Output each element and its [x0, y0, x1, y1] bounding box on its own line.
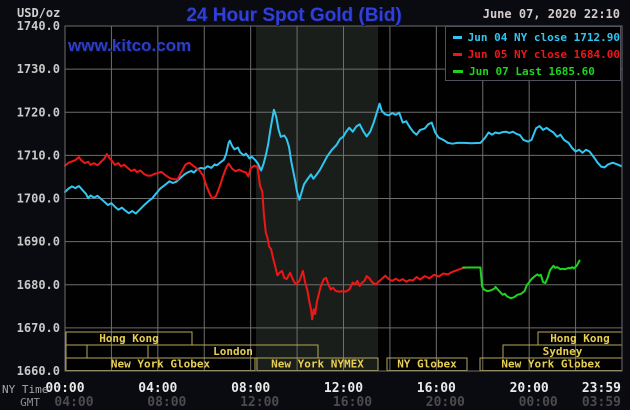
- series-jun07-line: [462, 259, 581, 300]
- legend: Jun 04 NY close 1712.90 Jun 05 NY close …: [445, 26, 621, 81]
- page-title: 24 Hour Spot Gold (Bid): [186, 5, 402, 26]
- legend-item-jun05: Jun 05 NY close 1684.00: [446, 46, 620, 63]
- legend-item-jun07: Jun 07 Last 1685.60: [446, 63, 620, 80]
- y-tick-label: 1720.0: [17, 105, 60, 119]
- y-tick-label: 1680.0: [17, 278, 60, 292]
- y-tick-label: 1710.0: [17, 148, 60, 162]
- ny-time-tick: 12:00: [324, 381, 363, 396]
- y-tick-label: 1740.0: [17, 19, 60, 33]
- session-label: Hong Kong: [99, 332, 159, 345]
- y-axis-units-label: USD/oz: [17, 6, 61, 20]
- legend-swatch-jun05: [453, 53, 462, 56]
- ny-time-tick: 08:00: [231, 381, 270, 396]
- y-tick-label: 1660.0: [17, 364, 60, 378]
- session-label: NY Globex: [397, 358, 457, 371]
- ny-time-tick: 04:00: [138, 381, 177, 396]
- y-tick-label: 1730.0: [17, 62, 60, 76]
- series-jun05-line: [64, 153, 468, 321]
- gmt-tick: 12:00: [240, 395, 279, 410]
- series-jun04-line: [64, 102, 623, 215]
- gmt-tick: 00:00: [519, 395, 558, 410]
- legend-swatch-jun07: [453, 70, 463, 73]
- legend-label-jun04: Jun 04 NY close 1712.90: [467, 31, 620, 44]
- chart-datetime: June 07, 2020 22:10: [482, 7, 620, 21]
- session-label: New York Globex: [501, 358, 601, 371]
- session-label: London: [213, 345, 253, 358]
- session-label: New York NYMEX: [271, 358, 364, 371]
- plot-frame: [64, 25, 623, 372]
- legend-label-jun05: Jun 05 NY close 1684.00: [467, 48, 620, 61]
- ny-time-tick: 16:00: [417, 381, 456, 396]
- ny-time-tick: 23:59: [582, 381, 621, 396]
- session-label: New York Globex: [111, 358, 211, 371]
- y-tick-label: 1700.0: [17, 192, 60, 206]
- gmt-tick: 16:00: [333, 395, 372, 410]
- ny-time-tick: 00:00: [45, 381, 84, 396]
- legend-swatch-jun04: [453, 36, 462, 39]
- gmt-tick: 03:59: [582, 395, 621, 410]
- ny-time-tick: 20:00: [510, 381, 549, 396]
- gmt-axis-caption: GMT: [20, 396, 40, 409]
- session-label: Hong Kong: [550, 332, 610, 345]
- y-tick-label: 1670.0: [17, 321, 60, 335]
- legend-item-jun04: Jun 04 NY close 1712.90: [446, 29, 620, 46]
- ny-time-axis-caption: NY Time: [2, 383, 49, 396]
- session-label: Sydney: [543, 345, 583, 358]
- gmt-tick: 08:00: [147, 395, 186, 410]
- gmt-tick: 20:00: [426, 395, 465, 410]
- legend-label-jun07: Jun 07 Last 1685.60: [469, 65, 595, 78]
- gmt-tick: 04:00: [54, 395, 93, 410]
- kitco-watermark-link[interactable]: www.kitco.com: [68, 36, 192, 55]
- y-tick-label: 1690.0: [17, 235, 60, 249]
